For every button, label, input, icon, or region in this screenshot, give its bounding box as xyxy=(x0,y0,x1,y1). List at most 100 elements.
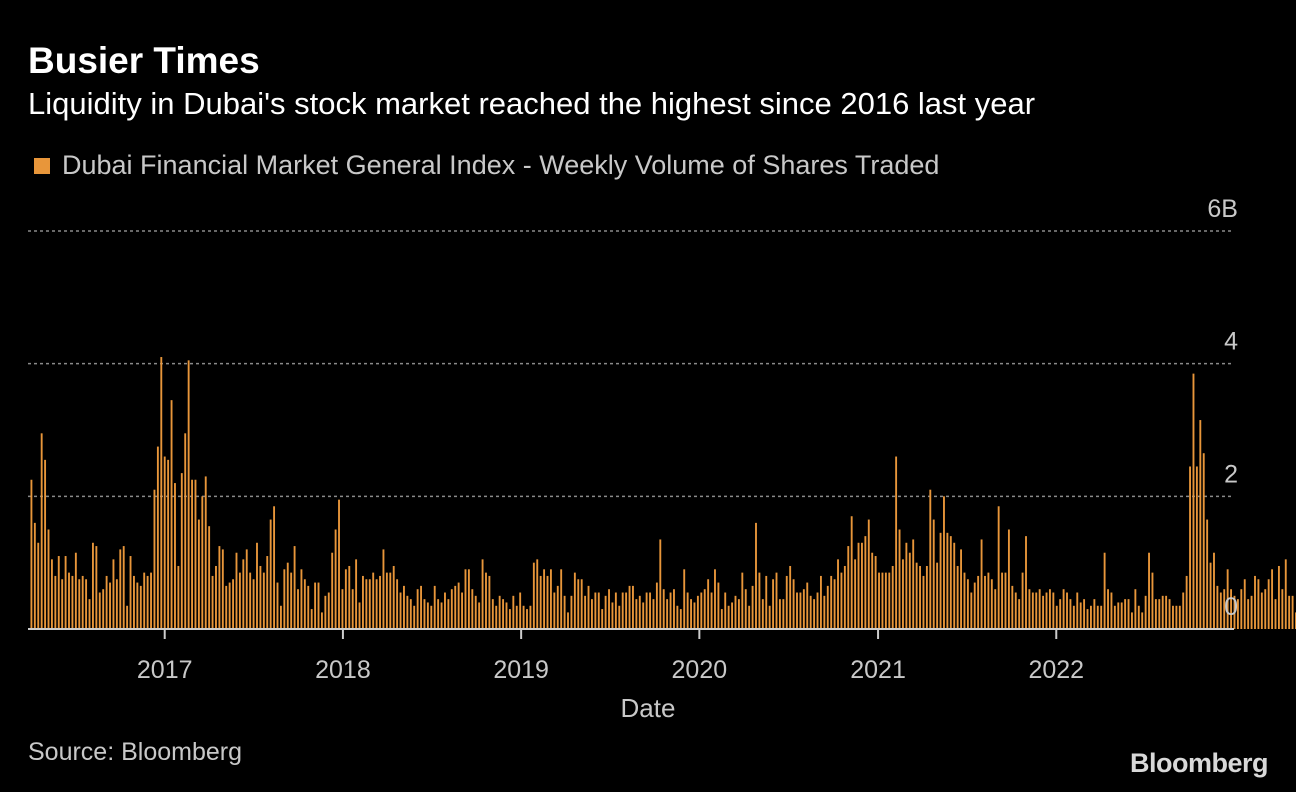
bar xyxy=(485,572,487,629)
y-tick-label: 0 xyxy=(1224,593,1238,621)
bar xyxy=(891,565,894,629)
bar xyxy=(143,572,146,629)
bar xyxy=(649,592,651,629)
bar xyxy=(1216,585,1219,629)
bar xyxy=(819,575,822,629)
bar xyxy=(1001,572,1004,629)
bar xyxy=(837,559,839,629)
bar xyxy=(249,572,252,629)
bar xyxy=(809,595,812,629)
bar xyxy=(1018,599,1021,629)
bar xyxy=(984,575,986,629)
bar xyxy=(1148,552,1150,629)
bar xyxy=(71,575,74,629)
bar xyxy=(1291,595,1294,629)
bar xyxy=(584,595,587,629)
bar xyxy=(1154,599,1157,629)
bar xyxy=(1038,589,1041,629)
bar xyxy=(81,575,84,629)
bar xyxy=(792,579,795,629)
bar xyxy=(813,599,816,629)
bar xyxy=(741,572,744,629)
bar xyxy=(177,565,180,629)
bar xyxy=(1107,589,1109,629)
bar xyxy=(109,582,111,629)
bar xyxy=(748,605,751,629)
bar xyxy=(990,579,993,629)
bar xyxy=(297,589,299,629)
bar xyxy=(977,575,980,629)
bar xyxy=(44,459,47,629)
bar xyxy=(710,592,713,629)
bar xyxy=(1271,569,1274,629)
bar xyxy=(854,559,857,629)
bar xyxy=(201,496,204,629)
bar xyxy=(765,575,768,629)
bar xyxy=(495,605,498,629)
bar xyxy=(331,552,334,629)
bar xyxy=(560,569,563,629)
bar xyxy=(758,572,761,629)
bar xyxy=(1233,595,1236,629)
bar xyxy=(553,592,556,629)
bar xyxy=(450,589,453,629)
x-tick-label: 2017 xyxy=(137,656,193,684)
bar xyxy=(1120,602,1123,629)
bar xyxy=(973,582,976,629)
bar xyxy=(54,575,57,629)
bar xyxy=(768,605,771,629)
bar xyxy=(68,572,70,629)
bar xyxy=(956,565,959,629)
bar xyxy=(833,579,836,629)
bar xyxy=(591,599,593,629)
bar xyxy=(454,585,457,629)
x-tick-label: 2019 xyxy=(493,656,549,684)
bar xyxy=(693,602,696,629)
bar xyxy=(744,589,747,629)
bar xyxy=(1042,595,1045,629)
bar xyxy=(628,585,631,629)
bar xyxy=(502,599,505,629)
bar xyxy=(618,605,621,629)
bar xyxy=(707,579,710,629)
chart-title: Busier Times xyxy=(28,40,260,81)
bar xyxy=(279,605,282,629)
bar xyxy=(389,572,392,629)
bar xyxy=(1192,373,1195,629)
bar xyxy=(966,579,969,629)
bar xyxy=(1165,595,1168,629)
bar xyxy=(775,572,778,629)
bar xyxy=(467,569,470,629)
bar xyxy=(440,602,443,629)
bar xyxy=(919,565,921,629)
bar xyxy=(632,585,634,629)
bar xyxy=(88,599,91,629)
bar xyxy=(785,575,788,629)
bar xyxy=(1195,466,1198,629)
bar xyxy=(1284,559,1287,629)
bar xyxy=(700,592,703,629)
bar xyxy=(1185,575,1188,629)
bar xyxy=(283,569,286,629)
bar xyxy=(720,609,723,629)
bar xyxy=(426,602,429,629)
bar xyxy=(139,585,142,629)
bar xyxy=(717,582,720,629)
source-note: Source: Bloomberg xyxy=(28,738,243,766)
bar xyxy=(898,529,901,629)
bar xyxy=(382,549,385,629)
bar xyxy=(922,575,925,629)
bar xyxy=(905,542,908,629)
bar xyxy=(1004,572,1007,629)
bar xyxy=(266,556,269,629)
bar xyxy=(1100,605,1103,629)
bar xyxy=(320,612,323,629)
bar xyxy=(33,522,36,629)
bar xyxy=(1127,599,1130,629)
bar xyxy=(1274,599,1277,629)
bar xyxy=(1213,552,1215,629)
bar xyxy=(57,556,60,629)
bar xyxy=(1134,589,1137,629)
bar xyxy=(1096,605,1099,629)
bar xyxy=(987,572,990,629)
